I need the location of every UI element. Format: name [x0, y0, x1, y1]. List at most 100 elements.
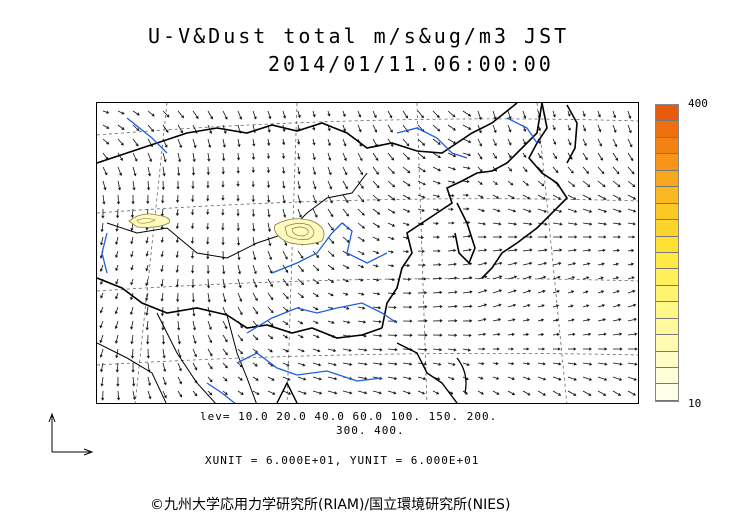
wind-arrow — [492, 124, 497, 134]
wind-arrow — [312, 390, 323, 395]
wind-arrow — [387, 348, 398, 352]
colorbar-swatch — [656, 154, 678, 171]
wind-arrow — [115, 264, 119, 272]
wind-arrow — [282, 264, 289, 274]
wind-arrow — [130, 250, 134, 258]
wind-arrow — [357, 390, 368, 395]
wind-arrow — [477, 318, 487, 322]
wind-arrow — [462, 319, 473, 323]
wind-arrow — [462, 248, 472, 252]
wind-arrow — [191, 194, 195, 203]
wind-arrow — [537, 376, 547, 381]
wind-arrow — [132, 390, 136, 401]
wind-arrow — [252, 264, 257, 275]
wind-arrow — [372, 250, 380, 255]
wind-arrow — [147, 124, 155, 132]
wind-arrow — [613, 235, 621, 239]
wind-arrow — [327, 264, 335, 270]
wind-arrow — [267, 222, 271, 233]
wind-arrow — [252, 348, 258, 354]
wind-arrow — [117, 124, 125, 130]
wind-arrow — [387, 333, 398, 337]
wind-arrow — [568, 347, 577, 351]
wind-arrow — [537, 152, 542, 159]
wind-arrow — [493, 347, 500, 351]
wind-arrow — [357, 348, 368, 352]
wind-arrow — [237, 390, 244, 395]
wind-arrow — [553, 347, 561, 351]
wind-arrow — [402, 376, 412, 380]
wind-arrow — [612, 124, 617, 133]
wind-arrow — [191, 222, 195, 230]
wind-arrow — [597, 110, 601, 118]
wind-arrow — [582, 110, 586, 117]
wind-arrow — [175, 250, 179, 259]
wind-arrow — [372, 180, 380, 189]
wind-arrow — [372, 390, 382, 395]
wind-arrow — [222, 264, 226, 275]
wind-arrow — [131, 194, 135, 205]
wind-arrow — [492, 318, 502, 322]
wind-arrow — [417, 263, 426, 267]
wind-arrow — [145, 250, 149, 257]
wind-arrow — [627, 390, 636, 396]
wind-arrow — [297, 138, 301, 145]
wind-arrow — [145, 306, 149, 316]
wind-arrow — [342, 264, 350, 269]
wind-arrow — [161, 334, 166, 345]
wind-arrow — [432, 290, 443, 295]
wind-arrow — [132, 166, 137, 177]
wind-arrow — [567, 222, 578, 226]
wind-arrow — [114, 320, 119, 330]
wind-arrow — [492, 361, 499, 366]
wind-arrow — [297, 208, 302, 218]
wind-arrow — [387, 222, 396, 227]
wind-arrow — [492, 208, 501, 213]
colorbar-swatch — [656, 220, 678, 237]
wind-arrow — [597, 166, 605, 175]
wind-arrow — [327, 390, 338, 395]
wind-arrow — [130, 348, 135, 359]
wind-arrow — [100, 376, 104, 387]
wind-arrow — [402, 362, 413, 366]
wind-arrow — [222, 348, 228, 356]
wind-arrow — [597, 180, 606, 188]
wind-arrow — [582, 222, 593, 226]
wind-arrow — [132, 152, 138, 162]
wind-arrow — [251, 180, 255, 188]
wind-arrow — [627, 194, 637, 200]
wind-arrow — [447, 362, 456, 366]
map-panel — [96, 102, 639, 404]
wind-arrow — [372, 138, 378, 147]
wind-arrow — [282, 250, 288, 260]
dust-contours — [128, 213, 325, 245]
wind-arrow — [206, 208, 210, 215]
wind-arrow — [492, 222, 502, 226]
wind-arrow — [612, 152, 619, 162]
coastlines-borders — [97, 103, 578, 403]
wind-arrow — [207, 320, 212, 331]
wind-arrow — [342, 348, 352, 352]
wind-arrow — [237, 110, 243, 120]
wind-arrow — [627, 222, 636, 226]
wind-arrow — [447, 235, 456, 239]
wind-arrow — [191, 181, 195, 190]
wind-arrow — [192, 152, 196, 163]
wind-arrow — [597, 262, 605, 266]
wind-arrow — [237, 292, 243, 302]
wind-arrow — [507, 318, 516, 322]
wind-arrow — [417, 110, 424, 119]
wind-arrow — [537, 261, 548, 266]
wind-arrow — [627, 166, 635, 175]
wind-arrow — [477, 376, 484, 380]
wind-arrow — [252, 250, 257, 261]
wind-arrow — [462, 262, 473, 266]
wind-arrow — [477, 208, 485, 212]
wind-arrow — [597, 222, 607, 226]
wind-arrow — [417, 305, 428, 309]
wind-arrow — [522, 332, 530, 337]
wind-arrow — [447, 304, 458, 308]
wind-arrow — [402, 277, 411, 281]
wind-arrow — [117, 110, 125, 115]
wind-arrow — [237, 348, 244, 355]
